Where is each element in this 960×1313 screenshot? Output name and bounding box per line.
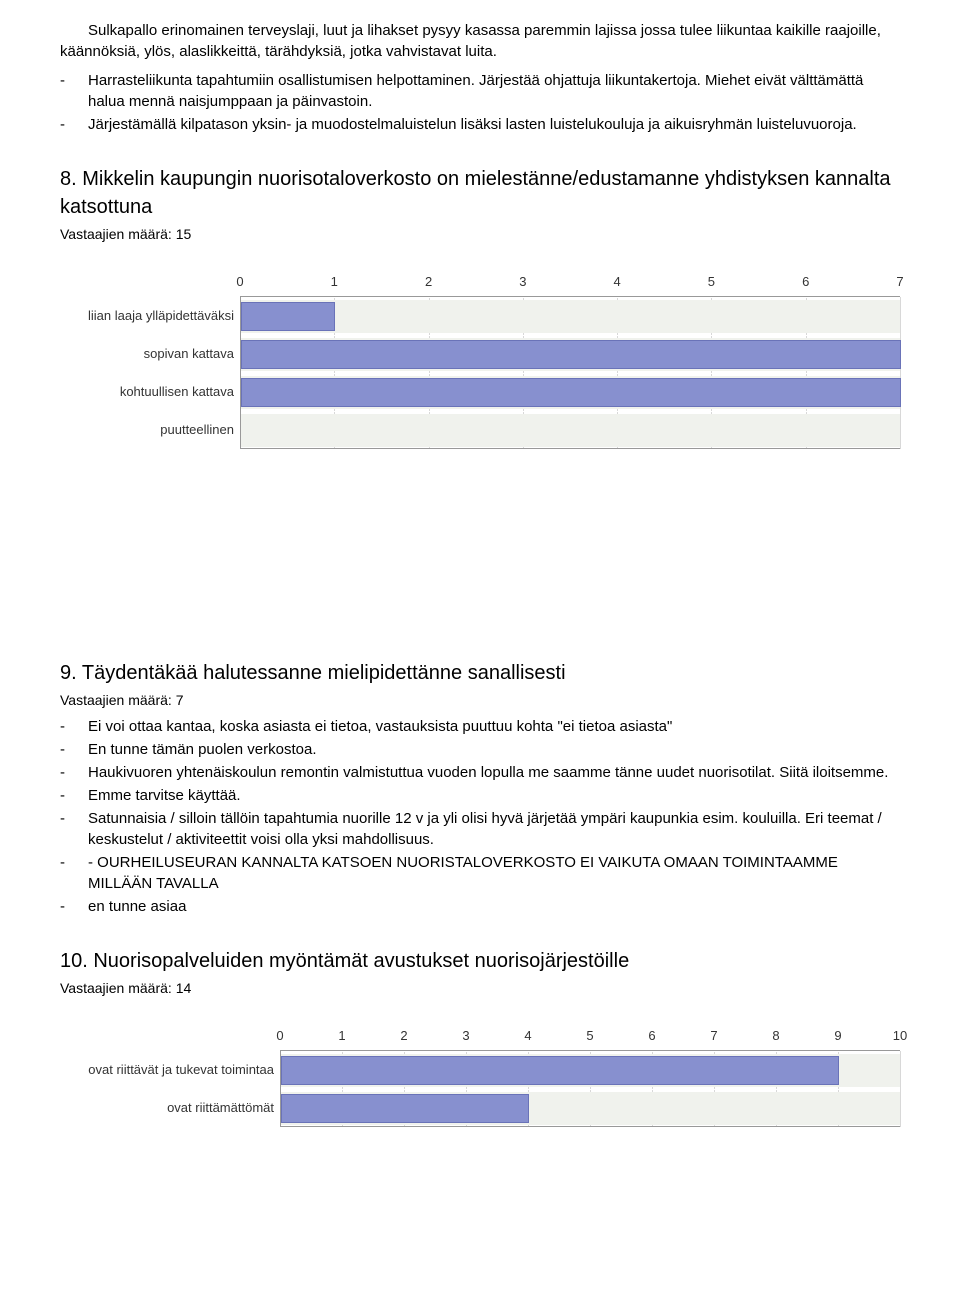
list-item-text: en tunne asiaa [88,896,900,917]
chart-bar [241,378,901,407]
question-9-respondents: Vastaajien määrä: 7 [60,691,900,711]
question-8-heading: 8. Mikkelin kaupungin nuorisotaloverkost… [60,165,900,221]
list-item: -Haukivuoren yhtenäiskoulun remontin val… [60,762,900,783]
question-10-chart: ovat riittävät ja tukevat toimintaaovat … [60,1027,900,1127]
list-item-text: En tunne tämän puolen verkostoa. [88,739,900,760]
dash-icon: - [60,716,88,737]
chart-x-tick-label: 5 [708,273,715,291]
list-item: -Ei voi ottaa kantaa, koska asiasta ei t… [60,716,900,737]
chart-bar [241,340,901,369]
question-9-heading: 9. Täydentäkää halutessanne mielipidettä… [60,659,900,687]
chart-x-tick-label: 2 [400,1027,407,1045]
list-item-text: Harrasteliikunta tapahtumiin osallistumi… [88,70,900,112]
list-item-text: Ei voi ottaa kantaa, koska asiasta ei ti… [88,716,900,737]
list-item-text: - OURHEILUSEURAN KANNALTA KATSOEN NUORIS… [88,852,900,894]
chart-x-tick-label: 2 [425,273,432,291]
chart-y-label: sopivan kattava [144,335,240,373]
dash-icon: - [60,762,88,783]
question-8-chart: liian laaja ylläpidettäväksisopivan katt… [60,273,900,449]
list-item-text: Haukivuoren yhtenäiskoulun remontin valm… [88,762,900,783]
chart-bar [281,1056,839,1085]
chart-x-tick-label: 7 [896,273,903,291]
question-9-bullet-list: -Ei voi ottaa kantaa, koska asiasta ei t… [60,716,900,917]
chart-bar [281,1094,529,1123]
chart-y-label: kohtuullisen kattava [120,373,240,411]
chart-x-tick-label: 9 [834,1027,841,1045]
list-item-text: Emme tarvitse käyttää. [88,785,900,806]
dash-icon: - [60,739,88,760]
list-item: - Järjestämällä kilpatason yksin- ja muo… [60,114,900,135]
chart-x-tick-label: 1 [331,273,338,291]
dash-icon: - [60,785,88,806]
list-item: -En tunne tämän puolen verkostoa. [60,739,900,760]
question-10-respondents: Vastaajien määrä: 14 [60,979,900,999]
chart-x-tick-label: 6 [648,1027,655,1045]
dash-icon: - [60,852,88,894]
question-10-heading: 10. Nuorisopalveluiden myöntämät avustuk… [60,947,900,975]
chart-y-label: liian laaja ylläpidettäväksi [88,297,240,335]
chart-x-tick-label: 3 [519,273,526,291]
chart-x-tick-label: 0 [236,273,243,291]
chart-x-tick-label: 7 [710,1027,717,1045]
chart-x-tick-label: 10 [893,1027,907,1045]
chart-y-label: ovat riittävät ja tukevat toimintaa [88,1051,280,1089]
chart-grid-line [900,1051,901,1127]
chart-x-tick-label: 5 [586,1027,593,1045]
chart-y-label: puutteellinen [160,411,240,449]
intro-bullet-list: - Harrasteliikunta tapahtumiin osallistu… [60,70,900,135]
intro-paragraph: Sulkapallo erinomainen terveyslaji, luut… [60,20,900,62]
chart-grid-line [900,297,901,449]
list-item: -- OURHEILUSEURAN KANNALTA KATSOEN NUORI… [60,852,900,894]
chart-x-tick-label: 1 [338,1027,345,1045]
dash-icon: - [60,896,88,917]
chart-row-bg [241,414,900,447]
chart-bar [241,302,335,331]
list-item: -Emme tarvitse käyttää. [60,785,900,806]
dash-icon: - [60,114,88,135]
question-8-respondents: Vastaajien määrä: 15 [60,225,900,245]
list-item: -en tunne asiaa [60,896,900,917]
list-item: -Satunnaisia / silloin tällöin tapahtumi… [60,808,900,850]
chart-x-tick-label: 4 [614,273,621,291]
list-item: - Harrasteliikunta tapahtumiin osallistu… [60,70,900,112]
dash-icon: - [60,808,88,850]
chart-row-bg [241,300,900,333]
chart-y-label: ovat riittämättömät [167,1089,280,1127]
chart-x-tick-label: 4 [524,1027,531,1045]
chart-x-tick-label: 8 [772,1027,779,1045]
chart-x-tick-label: 3 [462,1027,469,1045]
list-item-text: Järjestämällä kilpatason yksin- ja muodo… [88,114,900,135]
chart-x-tick-label: 6 [802,273,809,291]
chart-x-tick-label: 0 [276,1027,283,1045]
list-item-text: Satunnaisia / silloin tällöin tapahtumia… [88,808,900,850]
dash-icon: - [60,70,88,112]
